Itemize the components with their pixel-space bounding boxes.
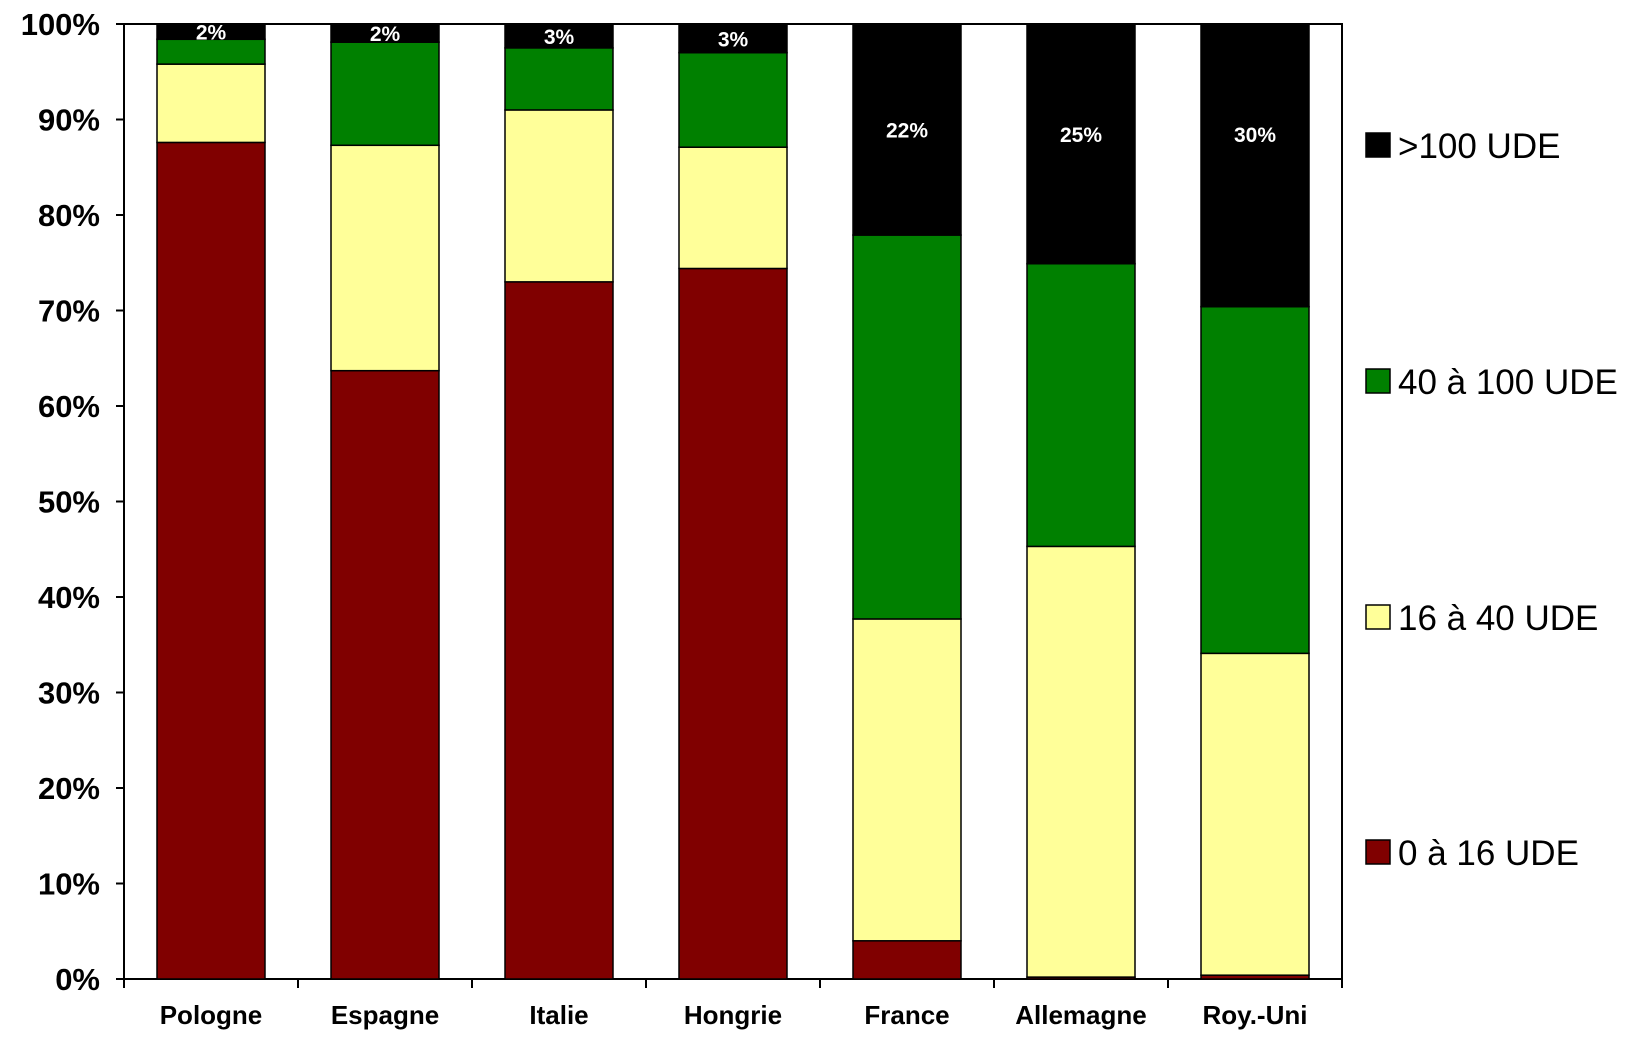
bar-segment-hongrie-0-16-ude [678,267,788,980]
legend-item-40-100-ude: 40 à 100 UDE [1365,363,1618,402]
bar-segment-roy-uni-16-40-ude [1200,652,1310,976]
x-tick-label-pologne: Pologne [160,1000,263,1030]
bar-segment-pologne-16-40-ude [156,63,266,144]
bar-segment-espagne-40-100-ude [330,41,440,147]
legend-label: 16 à 40 UDE [1398,599,1598,638]
bar-segment-france-40-100-ude [852,234,962,620]
x-tick-label-roy-uni: Roy.-Uni [1203,1000,1308,1030]
legend-label: 0 à 16 UDE [1398,834,1579,873]
y-tick-label: 50% [38,485,100,520]
bar-segment-roy-uni-40-100-ude [1200,305,1310,655]
y-tick-label: 80% [38,198,100,233]
legend-item-16-40-ude: 16 à 40 UDE [1365,599,1598,638]
data-labels-group: 2% 2% 3% 3% 22% 25% 30% [196,22,1277,147]
data-label-pologne: 2% [196,22,227,45]
legend-item-0-16-ude: 0 à 16 UDE [1365,834,1579,873]
y-tick-label: 0% [55,962,100,997]
bar-segment-hongrie-16-40-ude [678,146,788,270]
y-tick-label: 40% [38,580,100,615]
x-tick-label-hongrie: Hongrie [684,1000,782,1030]
bar-segment-hongrie-100-ude [678,23,788,54]
bars-group [156,23,1310,980]
bar-segment-espagne-16-40-ude [330,144,440,372]
legend-label: 40 à 100 UDE [1398,363,1618,402]
legend-swatch [1365,604,1391,630]
bar-segment-allemagne-40-100-ude [1026,262,1136,548]
bar-segment-italie-100-ude [504,23,614,49]
legend-swatch [1365,368,1391,394]
data-label-allemagne: 25% [1060,124,1102,147]
legend-swatch [1365,132,1391,158]
y-tick-label: 10% [38,867,100,902]
y-tick-label: 70% [38,294,100,329]
bar-segment-pologne-0-16-ude [156,141,266,980]
y-tick-label: 20% [38,771,100,806]
bar-segment-hongrie-40-100-ude [678,51,788,148]
data-label-italie: 3% [544,26,575,49]
x-tick-label-espagne: Espagne [331,1000,439,1030]
bar-segment-italie-40-100-ude [504,47,614,111]
bar-segment-france-16-40-ude [852,618,962,942]
y-tick-label: 60% [38,389,100,424]
legend-item-100-ude: >100 UDE [1365,127,1560,166]
bar-segment-pologne-40-100-ude [156,38,266,65]
bar-segment-roy-uni-100-ude [1200,23,1310,308]
bar-segment-espagne-100-ude [330,23,440,43]
legend-swatch [1365,839,1391,865]
bar-segment-allemagne-100-ude [1026,23,1136,265]
bar-segment-france-0-16-ude [852,940,962,980]
y-axis: 0% 10% 20% 30% 40% 50% 60% 70% 80% 90% 100% [21,7,124,997]
y-tick-label: 100% [21,7,100,42]
bar-segment-italie-0-16-ude [504,281,614,980]
data-label-hongrie: 3% [718,28,749,51]
x-tick-label-allemagne: Allemagne [1015,1000,1147,1030]
legend-label: >100 UDE [1398,127,1560,166]
x-tick-label-italie: Italie [529,1000,588,1030]
bar-segment-pologne-100-ude [156,23,266,41]
data-label-roy-uni: 30% [1234,124,1276,147]
legend: >100 UDE 40 à 100 UDE 16 à 40 UDE 0 à 16 UD… [1365,127,1618,873]
x-axis: Pologne Espagne Italie Hongrie France Allemag… [123,979,1343,1030]
data-label-espagne: 2% [370,23,401,46]
bar-segment-allemagne-16-40-ude [1026,545,1136,978]
x-tick-label-france: France [864,1000,949,1030]
bar-segment-france-100-ude [852,23,962,236]
bar-segment-espagne-0-16-ude [330,369,440,980]
data-label-france: 22% [886,120,928,143]
bar-segment-italie-16-40-ude [504,109,614,283]
y-tick-label: 90% [38,103,100,138]
y-tick-label: 30% [38,676,100,711]
